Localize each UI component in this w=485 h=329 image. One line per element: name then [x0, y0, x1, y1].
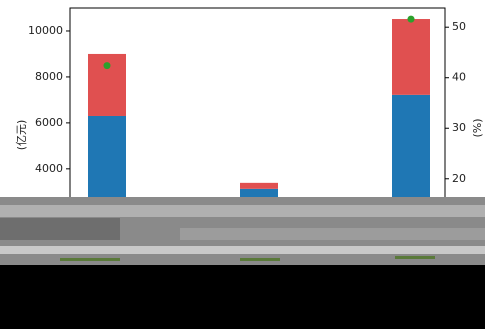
y-tick-label: 4000 [35, 162, 63, 175]
y2-tick-label: 50 [452, 20, 466, 33]
glitch-band [180, 228, 485, 240]
glitch-region [0, 197, 485, 329]
y-tick-label: 6000 [35, 116, 63, 129]
glitch-band [60, 258, 120, 261]
y2-axis-label: (%) [471, 118, 484, 137]
plot-frame [69, 7, 446, 202]
plot-area: 4000 6000 8000 10000 20 30 40 50 [28, 7, 466, 202]
glitch-band [0, 205, 485, 217]
y-tick-label: 8000 [35, 70, 63, 83]
point [407, 15, 415, 23]
point [103, 62, 111, 70]
glitch-band [0, 246, 485, 254]
bar-segment [240, 182, 278, 189]
glitch-black [0, 265, 485, 329]
bar-segment [392, 94, 430, 201]
y-tick-label: 10000 [28, 24, 63, 37]
bar-segment [88, 115, 126, 201]
y2-tick-label: 40 [452, 71, 466, 84]
glitch-band [240, 258, 280, 261]
bar-segment [392, 19, 430, 95]
glitch-band [395, 256, 435, 259]
y2-tick-label: 20 [452, 172, 466, 185]
y2-tick-label: 30 [452, 121, 466, 134]
glitch-band [0, 218, 120, 240]
y-axis-label: (亿元) [15, 120, 28, 151]
